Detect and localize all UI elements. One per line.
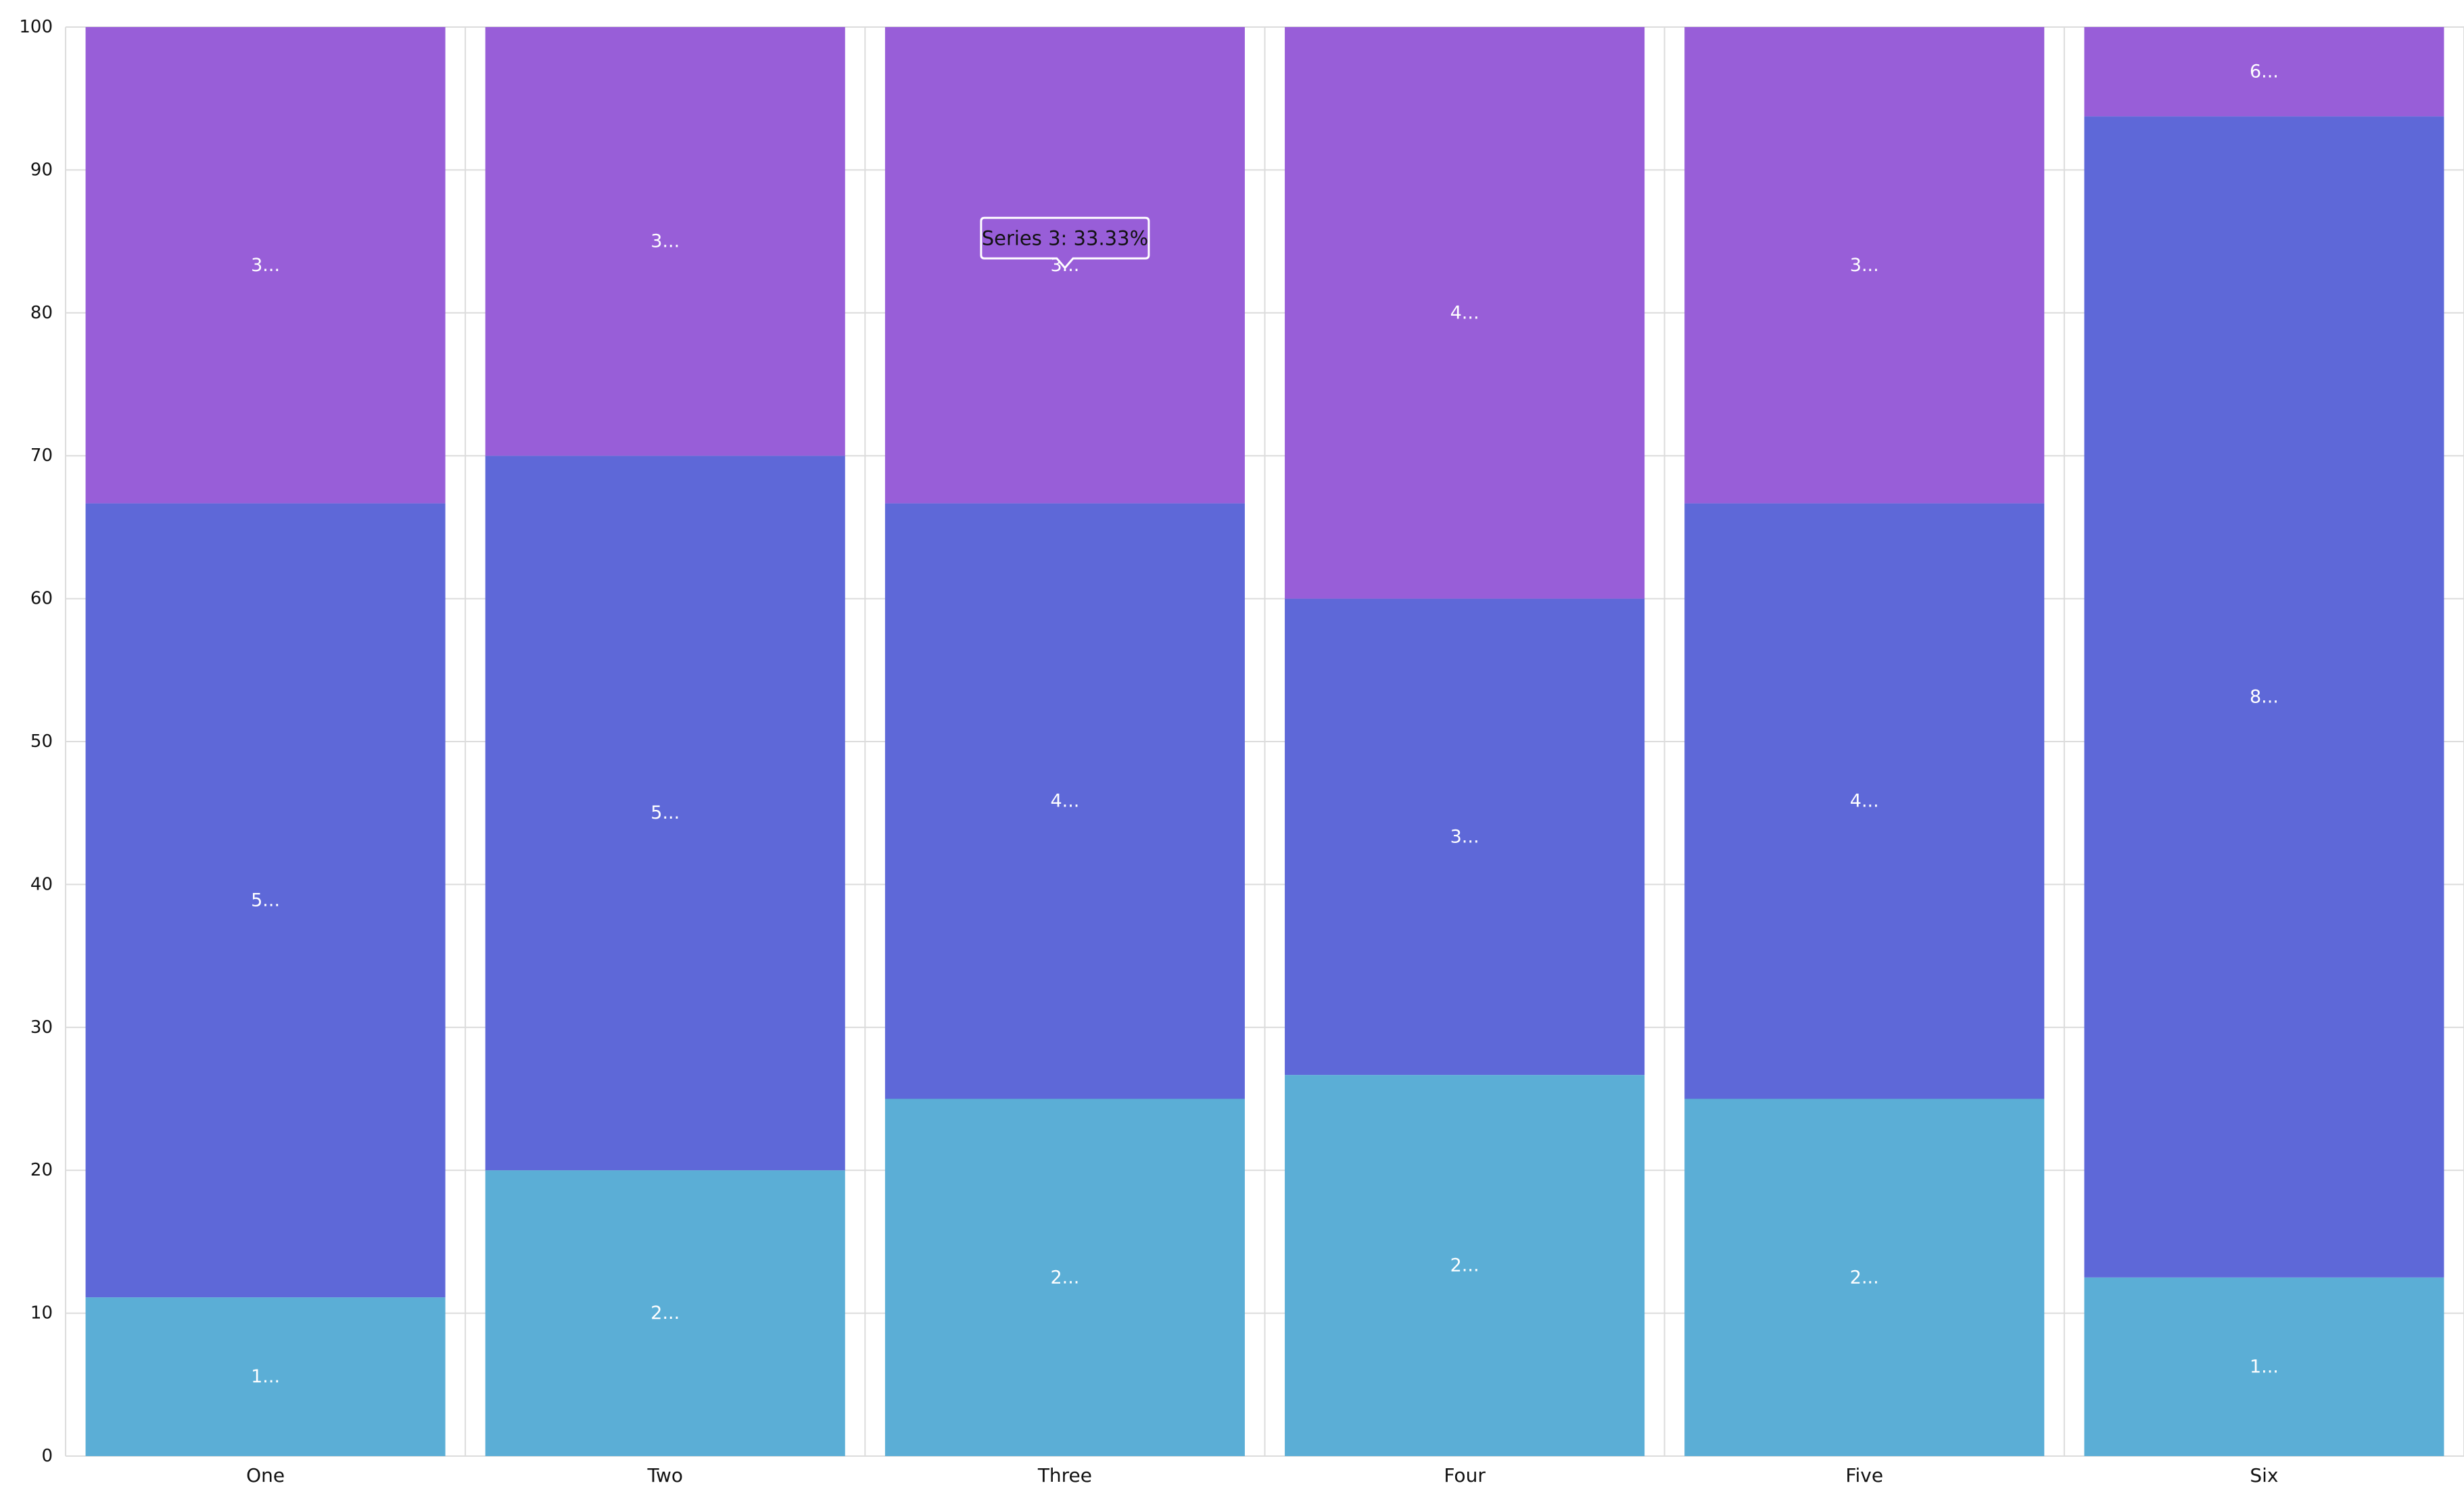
bar-segment[interactable] [884, 503, 1245, 1099]
segment-label: 6... [2250, 62, 2279, 82]
segment-label: 3... [1850, 255, 1879, 276]
bar-segment[interactable] [2084, 116, 2444, 1278]
bar-segment[interactable] [485, 27, 845, 456]
x-tick-label: One [246, 1464, 285, 1487]
bar-segment[interactable] [1285, 598, 1645, 1076]
x-tick-label: Six [2250, 1464, 2278, 1487]
bar-segment[interactable] [1285, 1075, 1645, 1456]
y-tick-label: 30 [30, 1017, 53, 1038]
segment-label: 4... [1450, 302, 1479, 323]
y-axis: 0 10 20 30 40 50 60 70 80 90 100 [19, 17, 53, 1466]
segment-labels: 1... 5... 3... 2... 5... 3... 2... 4... 3... 2...… [251, 62, 2279, 1388]
segment-label: 2... [1450, 1255, 1479, 1276]
bar-segment[interactable] [485, 456, 845, 1171]
bar-segment[interactable] [1684, 1098, 2045, 1457]
bar-segment[interactable] [884, 1098, 1245, 1457]
segment-label: 8... [2250, 686, 2279, 707]
x-tick-label: Five [1845, 1464, 1883, 1487]
y-tick-label: 10 [30, 1303, 53, 1324]
segment-label: 1... [251, 1366, 280, 1387]
segment-label: 1... [2250, 1356, 2279, 1377]
y-tick-label: 80 [30, 303, 53, 323]
segment-label: 5... [650, 802, 680, 823]
x-axis: One Two Three Four Five Six [246, 1464, 2278, 1487]
tooltip: Series 3: 33.33% [980, 216, 1150, 270]
y-tick-label: 70 [30, 445, 53, 466]
bar-segment[interactable] [2084, 1277, 2444, 1456]
x-tick-label: Two [647, 1464, 684, 1487]
segment-label: 3... [650, 231, 680, 252]
y-tick-label: 100 [19, 17, 53, 37]
segment-label: 3... [1450, 826, 1479, 847]
bar-segment[interactable] [1684, 503, 2045, 1099]
segment-label: 4... [1850, 791, 1879, 812]
y-tick-label: 20 [30, 1160, 53, 1180]
y-tick-label: 90 [30, 160, 53, 180]
segment-label: 2... [1850, 1267, 1879, 1288]
segment-label: 3... [251, 255, 280, 276]
bar-segment[interactable] [1684, 27, 2045, 504]
segment-label: 4... [1050, 791, 1079, 812]
bar-segment[interactable] [2084, 27, 2444, 117]
bar-segment[interactable] [85, 503, 446, 1298]
segment-label: 2... [650, 1303, 680, 1324]
y-tick-label: 40 [30, 874, 53, 894]
grid-lines [65, 26, 2464, 1457]
segment-label: 2... [1050, 1267, 1079, 1288]
y-tick-label: 60 [30, 589, 53, 609]
tooltip-text: Series 3: 33.33% [982, 226, 1148, 249]
bar-segment[interactable] [485, 1170, 845, 1456]
segment-label: 5... [251, 890, 280, 911]
x-tick-label: Four [1444, 1464, 1486, 1487]
y-tick-label: 0 [41, 1446, 53, 1466]
bar-segment[interactable] [85, 27, 446, 504]
bar-segment[interactable] [85, 1297, 446, 1456]
y-tick-label: 50 [30, 731, 53, 752]
bars-group [85, 27, 2444, 1457]
bar-segment[interactable] [1285, 27, 1645, 599]
x-tick-label: Three [1037, 1464, 1092, 1487]
tooltip-box [980, 216, 1150, 270]
